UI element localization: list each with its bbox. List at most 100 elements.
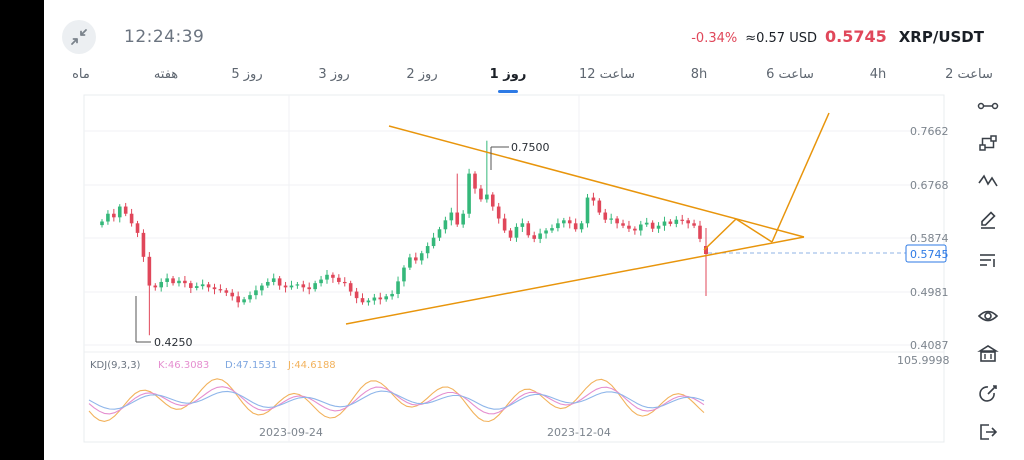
candle-body (698, 225, 702, 239)
candle-body (615, 218, 619, 224)
candle-body (609, 218, 613, 220)
tab-month[interactable]: ماه (72, 67, 90, 82)
candle-body (378, 297, 383, 300)
candle-body (485, 194, 489, 200)
candle-body (218, 289, 223, 291)
candle-body (354, 291, 359, 299)
exit-icon[interactable] (976, 420, 1000, 444)
chart-screen: 12:24:39 -0.34% ≈0.57 USD 0.5745 XRP/USD… (44, 0, 1024, 460)
kdj-j-line (88, 378, 705, 423)
tab-1-day[interactable]: 1 روز (489, 67, 527, 82)
trendline-drawings (345, 112, 830, 325)
candle-body (591, 197, 596, 201)
candle-body (384, 296, 388, 300)
candle-body (307, 287, 312, 290)
tab-2-day[interactable]: 2 روز (406, 67, 438, 82)
candle-body (106, 213, 110, 222)
candle-body (295, 284, 300, 286)
candle-body (449, 212, 454, 221)
candle-body (514, 226, 519, 238)
candle-body (283, 285, 288, 288)
candle-body (177, 280, 181, 284)
candle-body (159, 281, 164, 288)
candle-body (443, 220, 448, 230)
candle-body (520, 223, 525, 227)
current-price-badge (905, 244, 947, 263)
tab-5-day[interactable]: 5 روز (231, 67, 263, 82)
candle-body (437, 229, 442, 238)
kdj-title: KDJ(9,3,3) (90, 360, 141, 371)
pen-tool-icon[interactable] (976, 208, 1000, 232)
candle-body (490, 194, 495, 207)
tab-6-hour[interactable]: 6 ساعت (766, 67, 814, 82)
x-tick-label: 2023-12-04 (547, 426, 611, 439)
tab-12-hour[interactable]: 12 ساعت (578, 67, 636, 82)
candle-body (621, 223, 625, 226)
candle-body (123, 206, 128, 214)
y-tick-label: 0.7662 (910, 125, 949, 138)
y-tick-label: 0.4981 (910, 286, 949, 299)
candle-body (408, 257, 412, 268)
candle-body (366, 300, 371, 303)
candle-body (390, 293, 394, 297)
candle-body (194, 286, 199, 288)
candle-body (502, 218, 507, 231)
kdj-d-line (88, 390, 705, 410)
candle-body (508, 230, 513, 238)
candle-body (633, 228, 637, 231)
candle-body (656, 225, 661, 229)
candle-body (419, 253, 424, 261)
candle-body (165, 278, 169, 282)
trendline (735, 218, 773, 243)
candle-body (644, 222, 649, 225)
tab-2-hour[interactable]: 2 ساعت (945, 67, 993, 82)
candle-body (567, 220, 572, 224)
candle-body (455, 212, 460, 225)
path-tool-icon[interactable] (976, 131, 1000, 155)
candle-body (414, 257, 418, 261)
candle-body (325, 274, 329, 280)
candle-body (301, 284, 306, 288)
collapse-button[interactable] (62, 20, 96, 54)
candle-body (212, 287, 217, 290)
y-tick-label: 0.4087 (910, 339, 949, 352)
candle-body (277, 278, 282, 286)
candle-body (638, 224, 643, 231)
candle-body (538, 233, 542, 239)
candle-body (650, 222, 655, 229)
share-icon[interactable] (976, 381, 1000, 405)
trading-pair[interactable]: XRP/USDT (898, 28, 984, 46)
candle-body (236, 296, 240, 303)
candle-body (674, 219, 679, 224)
bank-icon[interactable] (976, 342, 1000, 366)
candle-body (585, 197, 590, 224)
candle-body (112, 213, 116, 218)
candle-body (200, 284, 205, 287)
usd-value: ≈0.57 USD (745, 31, 817, 46)
candle-body (526, 223, 531, 236)
active-tab-indicator (498, 90, 518, 93)
line-tool-icon[interactable] (976, 94, 1000, 118)
candle-body (396, 281, 400, 294)
candle-body (603, 212, 608, 220)
tab-week[interactable]: هفته (153, 67, 179, 82)
tab-3-day[interactable]: 3 روز (318, 67, 350, 82)
candle-body (183, 280, 187, 284)
candle-body (473, 173, 477, 189)
kdj-k-value: K:46.3083 (158, 360, 209, 371)
wave-tool-icon[interactable] (976, 169, 1000, 193)
candle-body (360, 298, 365, 303)
collapse-icon (71, 29, 87, 45)
candle-body (331, 274, 335, 278)
timeframe-tabs: ماه هفته 5 روز 3 روز 2 روز 1 روز 12 ساعت… (44, 60, 1024, 94)
layers-tool-icon[interactable] (976, 248, 1000, 272)
tab-4h[interactable]: 4h (869, 67, 887, 82)
price-chart[interactable]: 0.7662 0.6768 0.5874 0.4981 0.4087 0.5745 0.75… (44, 0, 1024, 460)
candle-body (402, 267, 406, 282)
eye-icon[interactable] (976, 304, 1000, 328)
candle-body (372, 297, 377, 301)
kdj-j-value: J:44.6188 (287, 360, 336, 371)
trendline (771, 112, 830, 243)
candle-body (100, 221, 104, 226)
tab-8h[interactable]: 8h (690, 67, 708, 82)
